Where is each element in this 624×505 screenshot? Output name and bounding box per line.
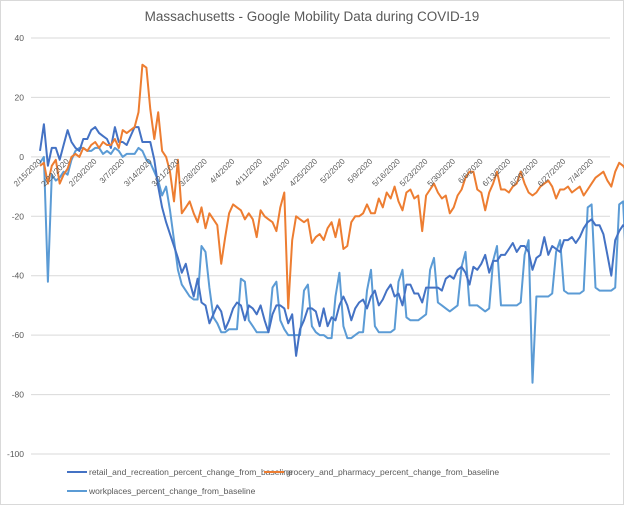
x-tick-label: 3/14/2020 [122, 157, 154, 189]
x-tick-label: 5/2/2020 [318, 157, 347, 186]
x-tick-label: 5/23/2020 [398, 157, 430, 189]
x-tick-label: 6/27/2020 [536, 157, 568, 189]
gridlines [31, 37, 610, 455]
chart-title: Massachusetts - Google Mobility Data dur… [144, 9, 480, 24]
x-tick-label: 5/30/2020 [426, 157, 458, 189]
y-tick-label: -100 [7, 449, 24, 459]
legend-item-retail: retail_and_recreation_percent_change_fro… [67, 467, 293, 477]
legend-item-workplaces: workplaces_percent_change_from_baseline [67, 486, 255, 496]
legend-swatch-grocery [264, 470, 284, 474]
x-tick-label: 2/15/2020 [12, 157, 44, 189]
y-tick-label: 0 [19, 152, 24, 162]
x-tick-label: 7/4/2020 [567, 157, 596, 186]
legend-label-workplaces: workplaces_percent_change_from_baseline [89, 486, 256, 496]
x-tick-label: 4/25/2020 [288, 157, 320, 189]
series-line-retail [39, 123, 624, 357]
legend-label-retail: retail_and_recreation_percent_change_fro… [89, 467, 293, 477]
y-axis-ticks: 40 20 0 -20 -40 -60 -80 -100 [7, 33, 24, 459]
legend-swatch-workplaces [67, 489, 87, 493]
legend-swatch-retail [67, 470, 87, 474]
y-tick-label: -60 [12, 330, 25, 340]
legend-label-grocery: grocery_and_pharmacy_percent_change_from… [286, 467, 500, 477]
series-line-workplaces [39, 146, 624, 384]
y-tick-label: -40 [12, 271, 25, 281]
x-tick-label: 5/16/2020 [370, 157, 402, 189]
y-tick-label: -20 [12, 211, 25, 221]
legend-item-grocery: grocery_and_pharmacy_percent_change_from… [264, 467, 499, 477]
x-tick-label: 4/11/2020 [233, 157, 264, 188]
y-tick-label: 20 [15, 92, 25, 102]
series-line-grocery [39, 63, 624, 310]
x-tick-label: 6/13/2020 [481, 157, 513, 189]
x-tick-label: 3/28/2020 [177, 157, 209, 189]
series-lines [39, 63, 624, 384]
y-tick-label: -80 [12, 390, 25, 400]
x-tick-label: 4/18/2020 [260, 157, 292, 189]
y-tick-label: 40 [15, 33, 25, 43]
